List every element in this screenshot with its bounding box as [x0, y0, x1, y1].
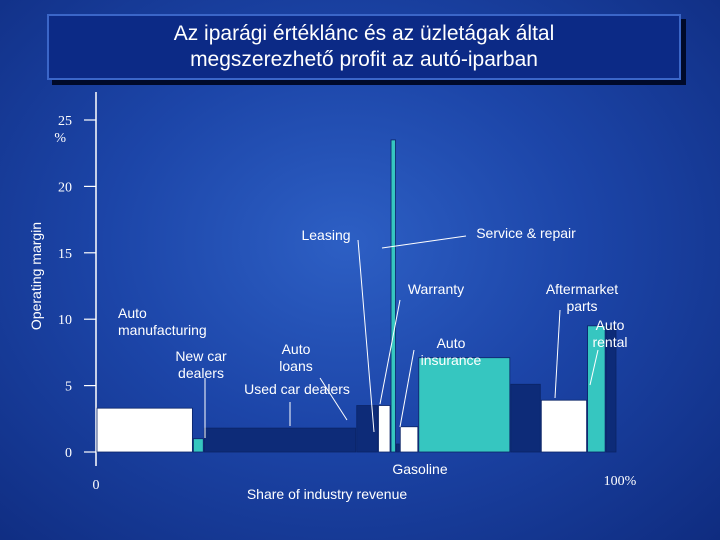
category-label-line: rental	[592, 334, 627, 350]
title-line-1: Az iparági értéklánc és az üzletágak ált…	[173, 22, 555, 45]
category-label-line: loans	[279, 358, 312, 374]
y-tick-label-3: 15	[58, 247, 72, 262]
annotation-leaders	[204, 235, 599, 438]
leader-line-2	[319, 377, 348, 421]
y-tick-label-line: 5	[65, 380, 72, 395]
y-tick-label-5: 25%	[54, 114, 72, 146]
y-tick-label-line: 0	[65, 446, 72, 461]
y-axis-title: Operating margin	[28, 222, 44, 330]
leader-line-6	[379, 299, 401, 405]
y-tick-label-line: %	[54, 131, 66, 146]
bar-segment-1	[192, 438, 204, 453]
bar-segment-3	[356, 405, 378, 453]
y-tick-label-2: 10	[58, 313, 72, 328]
category-label-3: Used car dealers	[244, 381, 350, 397]
bar-segment-10	[540, 399, 587, 453]
chart-axes	[84, 92, 97, 466]
bar-segment-9	[510, 383, 541, 453]
title-line-2: megszerezhető profit az autó-iparban	[190, 48, 538, 71]
y-tick-label-4: 20	[58, 180, 72, 195]
category-label-line: manufacturing	[118, 322, 207, 338]
bar-segment-4	[378, 405, 391, 453]
bar-segment-6	[396, 443, 400, 453]
x-tick-label-start: 0	[93, 478, 100, 493]
y-tick-label-line: 10	[58, 313, 72, 328]
leader-line-9	[554, 309, 561, 399]
category-label-line: New car	[175, 348, 227, 364]
bar-segment-8	[418, 357, 511, 453]
category-label-line: Gasoline	[392, 461, 447, 477]
category-label-line: Auto	[118, 305, 147, 321]
y-tick-label-1: 5	[65, 380, 72, 395]
y-tick-label-line: 20	[58, 180, 72, 195]
category-label-6: Warranty	[408, 281, 464, 297]
category-label-0: Auto manufacturing	[118, 305, 207, 338]
leader-line-7	[399, 349, 415, 428]
bar-segment-7	[399, 426, 419, 453]
category-label-line: Warranty	[408, 281, 464, 297]
y-tick-label-0: 0	[65, 446, 72, 461]
leader-line-10	[589, 349, 599, 386]
category-label-5: Service & repair	[476, 225, 576, 241]
category-label-line: Service & repair	[476, 225, 576, 241]
category-label-8: Gasoline	[392, 461, 447, 477]
x-axis-title: Share of industry revenue	[247, 486, 408, 502]
leader-line-4	[357, 239, 375, 433]
category-label-10: Auto rental	[592, 317, 627, 350]
bar-segment-5	[390, 139, 396, 453]
category-label-line: Used car dealers	[244, 381, 350, 397]
y-tick-label-line: 15	[58, 247, 72, 262]
category-label-line: Aftermarket	[546, 281, 618, 297]
category-label-line: Auto	[282, 341, 311, 357]
y-tick-label-line: 25	[58, 114, 72, 129]
category-label-line: parts	[566, 298, 597, 314]
leader-line-5	[381, 235, 467, 249]
category-label-line: Auto	[596, 317, 625, 333]
category-label-line: insurance	[421, 352, 482, 368]
chart-bars	[96, 139, 617, 453]
category-label-9: Aftermarket parts	[546, 281, 618, 314]
category-label-7: Auto insurance	[421, 335, 482, 368]
bar-segment-12	[605, 325, 617, 453]
category-label-line: dealers	[178, 365, 224, 381]
bar-segment-2	[203, 427, 357, 453]
category-label-1: New car dealers	[175, 348, 227, 381]
slide-title: Az iparági értéklánc és az üzletágak ált…	[47, 14, 681, 80]
category-label-4: Leasing	[301, 227, 350, 243]
x-tick-label-end: 100%	[604, 474, 637, 489]
bar-segment-0	[96, 407, 193, 453]
category-label-2: Auto loans	[279, 341, 312, 374]
bar-segment-11	[587, 325, 606, 453]
category-label-line: Auto	[437, 335, 466, 351]
category-label-line: Leasing	[301, 227, 350, 243]
chart-labels: 0 5 10 15 20 25 % Operating margin Share of indu…	[28, 114, 637, 502]
